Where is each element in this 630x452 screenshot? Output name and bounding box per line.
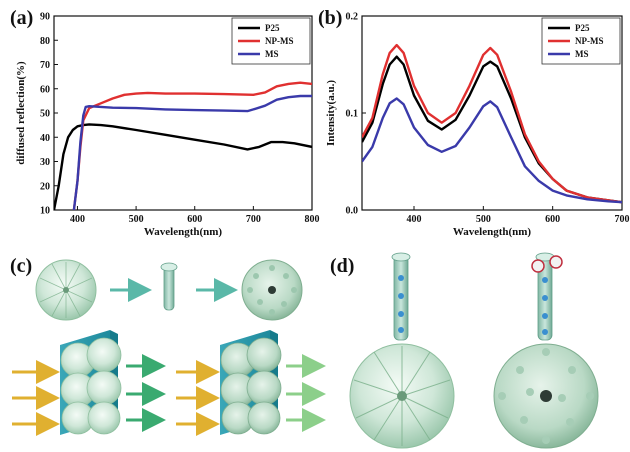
large-sphere-right (493, 343, 599, 449)
legend-label: MS (265, 49, 279, 59)
y-tick-label: 70 (40, 60, 50, 71)
slab-scheme-left (12, 330, 166, 436)
legend-label: NP-MS (575, 36, 604, 46)
y-axis-label: Intensity(a.u.) (325, 80, 337, 146)
x-tick-label: 400 (70, 214, 85, 225)
panel-d-illustration (349, 252, 599, 449)
series-line-p25 (362, 55, 622, 204)
decorated-sphere-image (241, 259, 303, 321)
series-line-p25 (54, 123, 312, 210)
x-tick-label: 500 (129, 214, 144, 225)
rod-with-particles-right (531, 252, 563, 341)
series-line-np-ms (362, 43, 622, 204)
y-tick-label: 10 (40, 206, 50, 217)
legend-label: MS (575, 49, 589, 59)
legend-label: P25 (575, 23, 590, 33)
series-line-ms (72, 94, 312, 210)
legend-label: NP-MS (265, 36, 294, 46)
x-axis-label: Wavelength(nm) (453, 226, 532, 238)
y-tick-label: 60 (40, 84, 50, 95)
legend-label: P25 (265, 23, 280, 33)
panel-a-label: (a) (10, 7, 33, 29)
y-tick-label: 30 (40, 157, 50, 168)
x-tick-label: 700 (246, 214, 261, 225)
y-tick-label: 40 (40, 133, 50, 144)
chart-b: 400 500 600 700 0.0 0.1 0.2 Wavelength(nm) Inten… (325, 12, 630, 239)
x-tick-label: 800 (305, 214, 320, 225)
rod-with-dots-left (391, 252, 411, 341)
y-tick-label: 0.0 (346, 206, 359, 217)
slab-scheme-right (176, 330, 326, 436)
y-tick-label: 90 (40, 12, 50, 23)
y-tick-label: 80 (40, 36, 50, 47)
series-line-ms (362, 97, 622, 204)
nanorod-image (160, 262, 178, 311)
y-tick-label: 50 (40, 109, 50, 120)
x-tick-label: 500 (476, 214, 491, 225)
large-sphere-left (349, 343, 455, 449)
y-tick-label: 20 (40, 181, 50, 192)
y-tick-label: 0.1 (346, 109, 359, 120)
x-axis-label: Wavelength(nm) (144, 226, 223, 238)
x-tick-label: 600 (187, 214, 202, 225)
panel-b-label: (b) (318, 7, 342, 29)
x-tick-label: 600 (545, 214, 560, 225)
panel-d-label: (d) (330, 255, 354, 277)
panel-c-illustration (12, 259, 326, 436)
panel-c-label: (c) (10, 255, 32, 277)
nanosphere-image (35, 259, 97, 321)
x-tick-label: 400 (407, 214, 422, 225)
series-line-np-ms (72, 81, 312, 210)
y-axis-label: diffused reflection(%) (15, 61, 27, 165)
x-tick-label: 700 (615, 214, 630, 225)
y-tick-label: 0.2 (346, 12, 359, 23)
chart-a: 400 500 600 700 800 10 20 30 40 50 60 70 80 90 Wavelen… (15, 12, 320, 239)
